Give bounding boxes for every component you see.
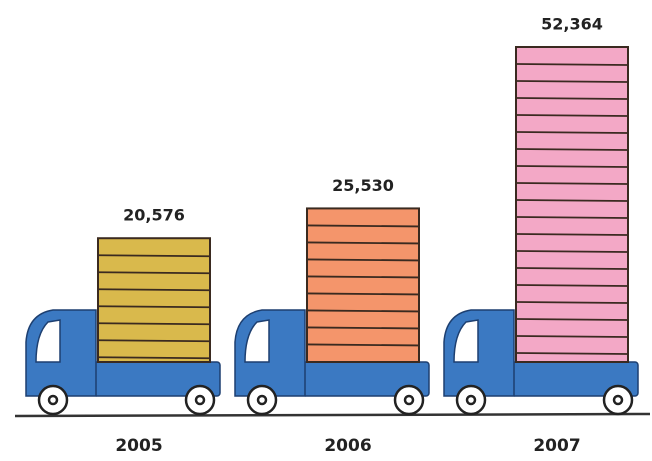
cargo-stripe bbox=[98, 254, 210, 258]
cargo-stripe bbox=[516, 114, 628, 117]
cargo-stripe bbox=[516, 165, 628, 168]
cargo-stripe bbox=[516, 318, 628, 321]
cargo-stripe bbox=[516, 301, 628, 304]
value-label: 20,576 bbox=[123, 206, 185, 225]
cargo-bar bbox=[306, 207, 420, 363]
cargo-stripe bbox=[307, 258, 419, 262]
truck bbox=[234, 309, 430, 416]
cab-window bbox=[453, 319, 479, 363]
cargo-stripe bbox=[307, 224, 419, 228]
cargo-stripe bbox=[98, 322, 210, 326]
cargo-stripe bbox=[516, 148, 628, 151]
cargo-stripe bbox=[307, 241, 419, 245]
x-tick-label: 2006 bbox=[324, 436, 371, 456]
cargo-stripe bbox=[98, 339, 210, 343]
cargo-stripe bbox=[98, 288, 210, 292]
hub bbox=[612, 394, 624, 406]
cargo-stripe bbox=[516, 80, 628, 83]
cargo-stripe bbox=[307, 292, 419, 296]
hub bbox=[256, 394, 268, 406]
cab-window bbox=[35, 319, 61, 363]
cargo-stripe bbox=[516, 250, 628, 253]
cab-window bbox=[244, 319, 270, 363]
cargo-stripe bbox=[307, 343, 419, 347]
truck bbox=[25, 309, 221, 416]
cargo-stripe bbox=[98, 305, 210, 309]
hub bbox=[47, 394, 59, 406]
cargo-stripe bbox=[516, 284, 628, 287]
cargo-stripe bbox=[516, 216, 628, 219]
value-label: 52,364 bbox=[541, 15, 603, 34]
cargo-stripe bbox=[516, 199, 628, 202]
hub bbox=[403, 394, 415, 406]
cargo-stripe bbox=[307, 275, 419, 279]
ground-line bbox=[14, 412, 651, 418]
truck bbox=[443, 309, 639, 416]
cargo-stripe bbox=[307, 309, 419, 313]
cargo-stripe bbox=[98, 356, 210, 360]
cargo-stripe bbox=[307, 326, 419, 330]
cargo-stripe bbox=[516, 63, 628, 66]
hub bbox=[194, 394, 206, 406]
cargo-bar bbox=[515, 46, 629, 363]
cargo-stripe bbox=[98, 271, 210, 275]
cargo-stripe bbox=[516, 335, 628, 338]
cargo-stripe bbox=[516, 97, 628, 100]
cargo-stripe bbox=[516, 233, 628, 236]
value-label: 25,530 bbox=[332, 176, 394, 195]
cargo-stripe bbox=[516, 267, 628, 270]
hub bbox=[465, 394, 477, 406]
x-tick-label: 2005 bbox=[115, 436, 162, 456]
cargo-stripe bbox=[516, 131, 628, 134]
cargo-stripe bbox=[516, 182, 628, 185]
x-tick-label: 2007 bbox=[533, 436, 580, 456]
cargo-stripe bbox=[516, 352, 628, 355]
